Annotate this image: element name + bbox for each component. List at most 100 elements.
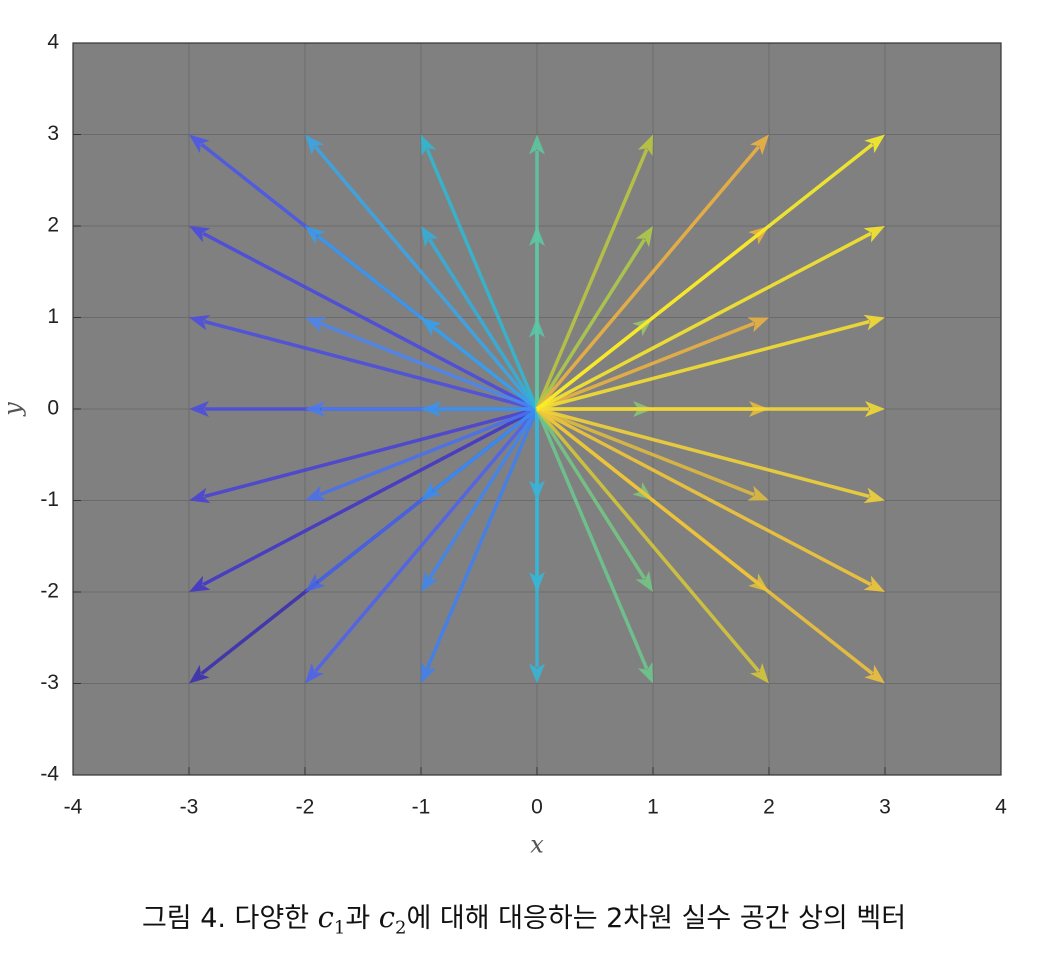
arrow-shaft: [319, 321, 538, 411]
arrow-shaft: [313, 407, 539, 673]
arrow-head: [189, 226, 211, 243]
vector-arrow: [535, 134, 885, 411]
arrow-shaft: [536, 231, 872, 411]
x-tick-label: -1: [412, 796, 431, 819]
vector-arrow: [535, 134, 653, 410]
y-tick-label: 0: [47, 397, 59, 420]
caption-text: 에 대해 대응하는 2차원 실수 공간 상의 벡터: [406, 903, 907, 934]
vector-arrow: [537, 401, 885, 417]
y-tick-label: -2: [40, 580, 59, 603]
arrow-head: [421, 481, 442, 501]
x-tick-label: -2: [296, 796, 315, 819]
arrow-head: [863, 226, 885, 243]
arrow-shaft: [535, 407, 761, 673]
arrow-head: [421, 661, 437, 684]
arrow-shaft: [313, 145, 539, 411]
caption-text: 그림 4. 다양한: [141, 903, 318, 934]
vector-arrow: [535, 407, 769, 684]
arrow-head: [305, 485, 327, 501]
chart: x y -4 -3 -2 -1 0 1 2 3 4 -4 -3 -2 -1 0 1 2 3 4: [0, 31, 1007, 859]
vector-arrow: [535, 134, 769, 411]
arrow-head: [421, 317, 442, 337]
arrow-shaft: [535, 408, 649, 670]
vector-arrow: [535, 408, 653, 684]
x-axis-label: x: [530, 831, 544, 859]
vector-arrow: [421, 317, 539, 411]
y-tick-label: -1: [40, 488, 59, 511]
arrow-head: [864, 134, 885, 154]
plot-frame: [72, 42, 1002, 776]
arrow-head: [189, 487, 211, 504]
vector-arrow: [421, 408, 539, 592]
arrow-head: [421, 134, 437, 157]
arrow-head: [421, 570, 439, 592]
y-tick-label: -4: [40, 763, 59, 786]
vector-arrow: [305, 134, 539, 411]
y-tick-label: 4: [47, 31, 59, 54]
arrow-shaft: [204, 407, 538, 499]
vector-arrow: [535, 226, 653, 410]
arrow-shaft: [319, 407, 538, 497]
arrow-head: [305, 226, 326, 245]
arrow-head: [747, 485, 769, 501]
arrow-shaft: [535, 407, 874, 675]
vector-arrow: [421, 401, 537, 417]
arrow-shaft: [536, 407, 755, 497]
arrow-shaft: [535, 143, 874, 411]
x-tick-label: -3: [180, 796, 199, 819]
caption: 그림 4. 다양한 c1과 c2에 대해 대응하는 2차원 실수 공간 상의 벡…: [0, 896, 1048, 938]
arrow-head: [637, 661, 653, 684]
y-tick-label: 2: [47, 214, 59, 237]
arrow-head: [189, 664, 210, 684]
arrow-head: [749, 134, 769, 155]
arrow-head: [863, 487, 885, 504]
x-tick-label: -4: [64, 796, 83, 819]
vector-arrow: [535, 408, 653, 592]
vector-arrow: [189, 407, 538, 592]
arrow-shaft: [536, 407, 870, 499]
arrow-shaft: [425, 148, 539, 410]
vector-arrow: [189, 407, 538, 504]
arrow-head: [305, 317, 327, 333]
x-tick-label: 1: [647, 796, 659, 819]
arrow-head: [305, 663, 325, 684]
x-tick-label: 3: [879, 796, 891, 819]
vector-arrow: [305, 317, 538, 411]
vector-arrow: [536, 407, 885, 592]
arrow-shaft: [202, 407, 538, 587]
arrow-head: [189, 134, 210, 154]
vector-arrow: [529, 409, 545, 501]
x-tick-label: 0: [531, 796, 543, 819]
vector-arrow: [421, 408, 539, 684]
arrow-head: [863, 575, 885, 592]
arrow-shaft: [432, 407, 539, 492]
y-axis-label: y: [0, 402, 27, 417]
arrow-head: [189, 575, 211, 592]
arrow-shaft: [535, 148, 649, 410]
arrow-head: [305, 401, 325, 417]
caption-var: c: [378, 900, 396, 934]
y-tick-label: 3: [47, 122, 59, 145]
arrow-head: [529, 663, 545, 684]
arrow-head: [421, 226, 439, 248]
arrow-head: [747, 317, 769, 333]
y-tick-label: 1: [47, 305, 59, 328]
caption-sub: 2: [395, 917, 407, 939]
vector-arrow: [305, 407, 539, 684]
y-tick-label: -3: [40, 671, 59, 694]
arrow-shaft: [536, 319, 870, 411]
arrow-shaft: [535, 238, 646, 410]
arrow-shaft: [536, 321, 755, 411]
arrow-head: [864, 664, 885, 684]
caption-text: 과: [345, 903, 379, 934]
vector-arrow: [536, 407, 885, 504]
arrow-shaft: [535, 145, 761, 411]
arrow-shaft: [536, 407, 872, 587]
caption-sub: 1: [333, 917, 346, 939]
arrow-shaft: [535, 408, 646, 580]
arrow-head: [305, 573, 326, 592]
arrow-shaft: [428, 408, 539, 580]
arrow-head: [529, 480, 545, 501]
arrow-head: [865, 401, 885, 417]
